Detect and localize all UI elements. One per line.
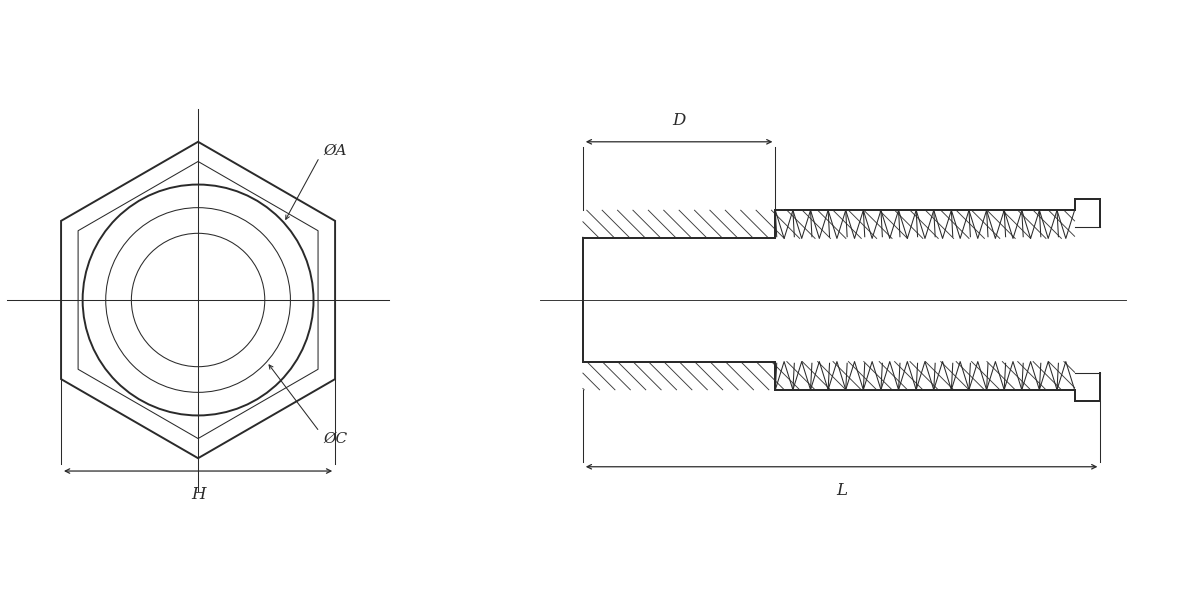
Text: D: D xyxy=(672,112,685,129)
Text: ØC: ØC xyxy=(324,431,348,446)
Text: H: H xyxy=(191,487,205,503)
Text: ØA: ØA xyxy=(324,143,347,157)
Text: L: L xyxy=(836,482,847,499)
